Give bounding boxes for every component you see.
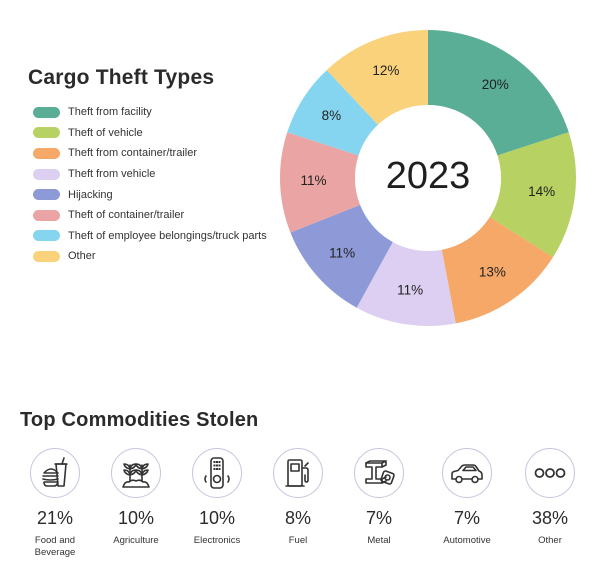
donut-slice bbox=[290, 204, 393, 308]
legend-item: Theft of employee belongings/truck parts bbox=[33, 226, 267, 247]
slice-value-label: 11% bbox=[301, 173, 327, 188]
legend-label: Theft of container/trailer bbox=[68, 209, 185, 222]
legend-swatch bbox=[33, 250, 60, 262]
donut-slice bbox=[287, 70, 379, 156]
slice-value-label: 11% bbox=[397, 283, 423, 298]
commodity-name: Other bbox=[538, 535, 562, 546]
commodity-food-beverage: 21% Food and Beverage bbox=[15, 448, 95, 559]
legend-label: Other bbox=[68, 250, 96, 263]
commodity-agriculture: 10% Agriculture bbox=[96, 448, 176, 547]
commodity-automotive: 7% Automotive bbox=[427, 448, 507, 547]
legend-swatch bbox=[33, 147, 60, 159]
commodity-percent: 38% bbox=[531, 508, 569, 528]
commodity-name: Food and Beverage bbox=[34, 535, 76, 558]
legend-swatch bbox=[33, 168, 60, 180]
commodity-percent: 10% bbox=[198, 508, 236, 528]
commodity-name: Metal bbox=[367, 535, 391, 546]
legend-swatch bbox=[33, 230, 60, 242]
donut-slice bbox=[280, 132, 361, 233]
legend: Theft from facility Theft of vehicle Theft… bbox=[33, 102, 267, 267]
slice-value-label: 14% bbox=[528, 184, 555, 199]
slice-value-label: 12% bbox=[372, 63, 399, 78]
plants-icon bbox=[111, 448, 161, 498]
legend-item: Theft from facility bbox=[33, 102, 267, 123]
legend-swatch bbox=[33, 106, 60, 118]
legend-swatch bbox=[33, 127, 60, 139]
center-year-label: 2023 bbox=[386, 155, 471, 197]
commodity-name: Electronics bbox=[193, 535, 241, 546]
commodity-electronics: 10% Electronics bbox=[177, 448, 257, 547]
donut-slice bbox=[326, 30, 428, 125]
commodity-name: Fuel bbox=[288, 535, 308, 546]
chart-title: Cargo Theft Types bbox=[28, 66, 215, 89]
fuel-pump-icon bbox=[273, 448, 323, 498]
donut-slice bbox=[428, 30, 569, 156]
more-dots-icon bbox=[525, 448, 575, 498]
food-beverage-icon bbox=[30, 448, 80, 498]
commodity-percent: 7% bbox=[365, 508, 392, 528]
donut-slice bbox=[441, 217, 553, 324]
donut-chart: 2023 20% 14% 13% 11% 11% 11% 8% 12% bbox=[280, 30, 577, 327]
commodity-other: 38% Other bbox=[510, 448, 590, 547]
donut-hole bbox=[355, 105, 501, 251]
slice-value-label: 11% bbox=[329, 245, 355, 260]
commodity-percent: 7% bbox=[453, 508, 480, 528]
legend-item: Theft from vehicle bbox=[33, 164, 267, 185]
commodity-name: Automotive bbox=[443, 535, 491, 546]
legend-item: Theft of container/trailer bbox=[33, 205, 267, 226]
legend-label: Theft from container/trailer bbox=[68, 147, 197, 160]
legend-swatch bbox=[33, 209, 60, 221]
legend-label: Theft of vehicle bbox=[68, 126, 143, 139]
commodity-percent: 10% bbox=[117, 508, 155, 528]
car-icon bbox=[442, 448, 492, 498]
slice-value-label: 20% bbox=[482, 77, 509, 92]
commodities-title: Top Commodities Stolen bbox=[20, 409, 259, 431]
remote-control-icon bbox=[192, 448, 242, 498]
commodity-metal: 7% Metal bbox=[339, 448, 419, 547]
legend-label: Theft from facility bbox=[68, 106, 152, 119]
commodity-percent: 8% bbox=[284, 508, 311, 528]
slice-value-label: 13% bbox=[479, 264, 506, 279]
commodity-name: Agriculture bbox=[113, 535, 159, 546]
commodity-fuel: 8% Fuel bbox=[258, 448, 338, 547]
donut-slice bbox=[489, 132, 577, 258]
legend-item: Theft from container/trailer bbox=[33, 143, 267, 164]
legend-item: Theft of vehicle bbox=[33, 123, 267, 144]
slice-value-label: 8% bbox=[322, 108, 342, 123]
donut-slice bbox=[356, 241, 456, 327]
legend-label: Theft of employee belongings/truck parts bbox=[68, 229, 267, 242]
legend-label: Hijacking bbox=[68, 188, 113, 201]
legend-item: Hijacking bbox=[33, 184, 267, 205]
legend-label: Theft from vehicle bbox=[68, 168, 156, 181]
legend-swatch bbox=[33, 189, 60, 201]
metal-beam-icon bbox=[354, 448, 404, 498]
legend-item: Other bbox=[33, 246, 267, 267]
commodity-percent: 21% bbox=[36, 508, 74, 528]
